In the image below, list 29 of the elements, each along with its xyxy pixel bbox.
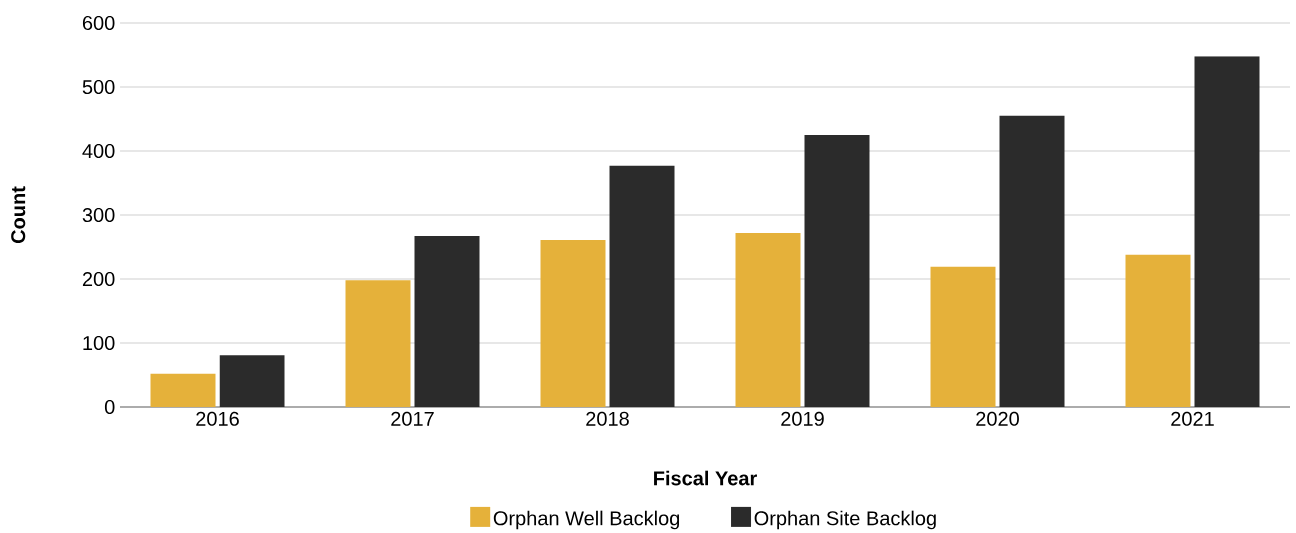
bar xyxy=(540,239,606,407)
x-tick-label: 2017 xyxy=(391,411,434,426)
x-tick-label: 2021 xyxy=(1171,411,1214,426)
x-tick-label: 2020 xyxy=(976,411,1019,426)
y-tick-label: 100 xyxy=(83,335,115,351)
y-tick-label: 200 xyxy=(82,271,115,287)
bar xyxy=(999,115,1065,407)
x-tick-label: 2018 xyxy=(586,411,629,426)
x-tick-label: 2016 xyxy=(196,411,239,426)
y-tick-label: 400 xyxy=(82,143,115,159)
bar xyxy=(1194,56,1260,407)
bar xyxy=(735,232,801,407)
legend-label: Orphan Site Backlog xyxy=(754,510,936,530)
legend-label: Orphan Well Backlog xyxy=(493,510,680,530)
y-tick-label: 600 xyxy=(82,15,115,31)
x-axis-title: Fiscal Year xyxy=(654,470,757,486)
bar xyxy=(1125,254,1191,407)
x-tick-label: 2019 xyxy=(781,411,824,426)
bar xyxy=(150,373,216,407)
bar xyxy=(414,236,480,407)
y-axis-title: Count xyxy=(11,186,26,244)
bar xyxy=(609,165,675,407)
bar xyxy=(804,135,870,407)
bar xyxy=(219,355,285,407)
bar xyxy=(345,280,411,407)
y-tick-label: 300 xyxy=(82,207,115,223)
bar xyxy=(930,266,996,407)
y-tick-label: 0 xyxy=(104,399,115,415)
y-tick-label: 500 xyxy=(82,79,115,95)
